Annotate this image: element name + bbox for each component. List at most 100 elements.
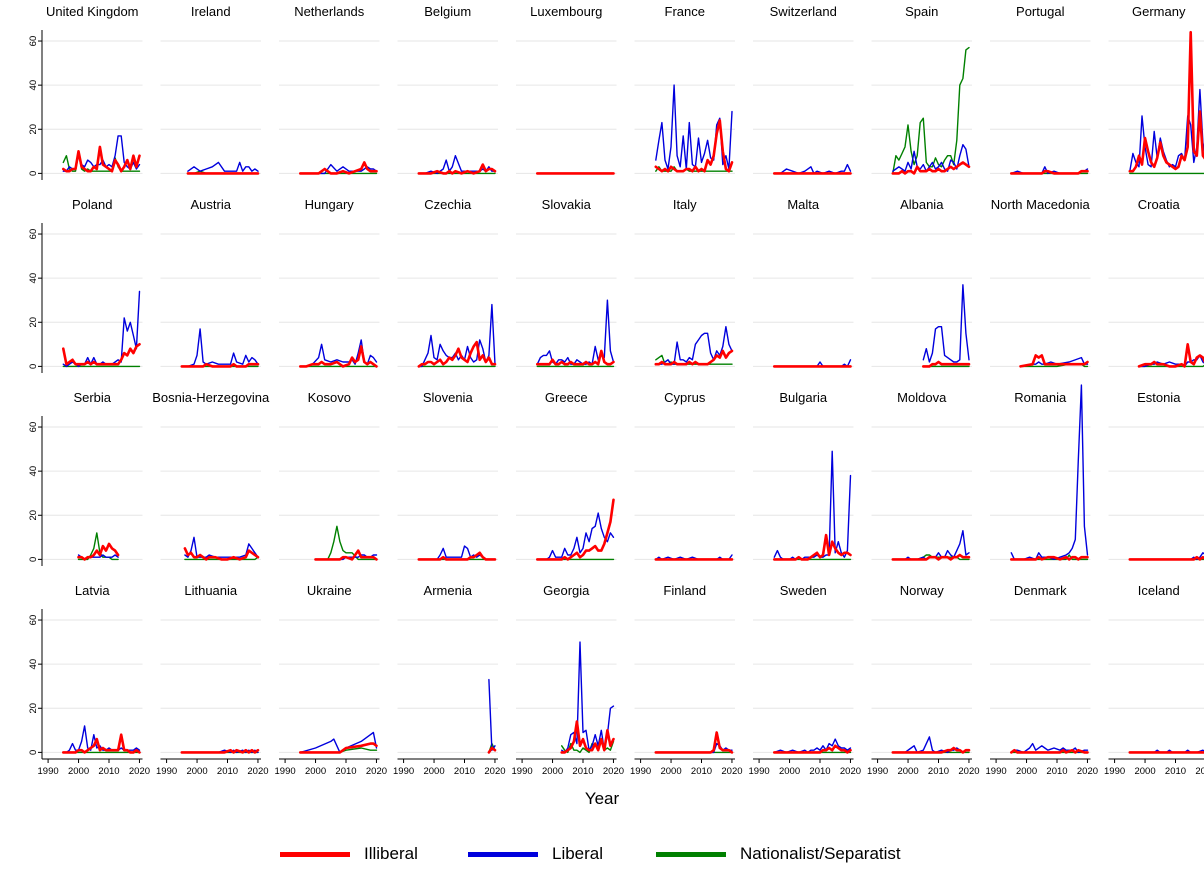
series-line-illiberal xyxy=(1009,555,1089,561)
panel-iceland: Iceland 1990 2000 2010 2020 xyxy=(1104,583,1204,777)
series-line-illiberal xyxy=(298,161,378,175)
x-tick-label: 2000 xyxy=(660,766,681,777)
x-tick-label: 2020 xyxy=(958,766,979,777)
panel-title: Sweden xyxy=(780,583,827,598)
x-tick-label: 2010 xyxy=(1046,766,1067,777)
series-line-illiberal xyxy=(183,547,260,561)
panel-portugal: Portugal xyxy=(990,4,1091,175)
panel-title: Bosnia-Herzegovina xyxy=(152,390,270,405)
panel-title: Cyprus xyxy=(664,390,706,405)
series-line-illiberal xyxy=(921,360,971,368)
y-tick-label: 40 xyxy=(28,80,39,91)
panel-title: Switzerland xyxy=(770,4,837,19)
series-line-illiberal xyxy=(654,731,734,754)
x-tick-label: 2020 xyxy=(484,766,505,777)
panel-bosnia-herzegovina: Bosnia-Herzegovina xyxy=(152,390,270,561)
panel-title: Ireland xyxy=(191,4,231,19)
series-line-illiberal xyxy=(772,744,852,754)
x-tick-label: 1990 xyxy=(156,766,177,777)
series-line-liberal xyxy=(922,284,970,363)
x-tick-label: 2000 xyxy=(1016,766,1037,777)
panel-kosovo: Kosovo xyxy=(279,390,380,561)
legend-label-liberal: Liberal xyxy=(552,844,604,863)
x-tick-label: 2000 xyxy=(897,766,918,777)
panel-austria: Austria xyxy=(160,197,261,368)
series-line-illiberal xyxy=(298,345,378,368)
series-line-nationalist xyxy=(1138,364,1204,368)
panel-title: Georgia xyxy=(543,583,590,598)
series-line-liberal xyxy=(187,161,259,172)
x-tick-label: 2010 xyxy=(217,766,238,777)
panel-title: Denmark xyxy=(1014,583,1067,598)
x-tick-label: 1990 xyxy=(38,766,59,777)
panel-title: Malta xyxy=(787,197,820,212)
panel-france: France xyxy=(634,4,735,174)
panel-title: Italy xyxy=(673,197,697,212)
series-line-illiberal xyxy=(1009,748,1089,754)
legend-label-nationalist: Nationalist/Separatist xyxy=(740,844,901,863)
x-tick-label: 2000 xyxy=(186,766,207,777)
y-tick-label: 20 xyxy=(28,317,39,328)
panel-title: Luxembourg xyxy=(530,4,602,19)
series-line-nationalist xyxy=(184,556,259,561)
panel-title: United Kingdom xyxy=(46,4,139,19)
panel-title: Finland xyxy=(663,583,706,598)
panel-croatia: Croatia xyxy=(1108,197,1204,368)
y-tick-label: 60 xyxy=(28,422,39,433)
panel-belgium: Belgium xyxy=(397,4,498,175)
panel-cyprus: Cyprus xyxy=(634,390,735,561)
panel-title: Kosovo xyxy=(308,390,351,405)
series-line-illiberal xyxy=(560,720,615,754)
series-line-illiberal xyxy=(417,163,497,175)
panel-slovakia: Slovakia xyxy=(516,197,617,368)
panel-title: Czechia xyxy=(424,197,472,212)
series-line-nationalist xyxy=(77,532,119,561)
panel-title: Iceland xyxy=(1138,583,1180,598)
panel-moldova: Moldova xyxy=(871,390,972,561)
legend-swatch-illiberal xyxy=(280,851,350,857)
series-line-illiberal xyxy=(61,145,141,173)
panel-united-kingdom: United Kingdom 0 20 40 60 xyxy=(28,4,143,180)
series-line-illiberal xyxy=(77,542,120,561)
panel-title: Slovakia xyxy=(542,197,592,212)
x-tick-label: 2010 xyxy=(691,766,712,777)
series-line-nationalist xyxy=(314,525,378,561)
panel-title: Serbia xyxy=(73,390,111,405)
x-tick-label: 1990 xyxy=(512,766,533,777)
legend: Illiberal Liberal Nationalist/Separatist xyxy=(0,838,1204,870)
y-tick-label: 40 xyxy=(28,466,39,477)
panel-title: Moldova xyxy=(897,390,947,405)
x-tick-label: 2000 xyxy=(305,766,326,777)
x-tick-label: 2010 xyxy=(572,766,593,777)
panel-title: Lithuania xyxy=(184,583,238,598)
panel-lithuania: Lithuania 1990 2000 2010 2020 xyxy=(156,583,269,777)
series-line-liberal xyxy=(773,163,852,175)
panel-switzerland: Switzerland xyxy=(753,4,854,175)
x-tick-label: 1990 xyxy=(1104,766,1125,777)
panel-finland: Finland 1990 2000 2010 2020 xyxy=(630,583,743,777)
legend-item-nationalist: Nationalist/Separatist xyxy=(656,838,901,870)
x-tick-label: 2020 xyxy=(129,766,150,777)
panel-title: Belgium xyxy=(424,4,471,19)
y-tick-label: 20 xyxy=(28,510,39,521)
series-line-illiberal xyxy=(61,342,141,366)
panel-armenia: Armenia 1990 2000 2010 2020 xyxy=(393,583,506,777)
panel-slovenia: Slovenia xyxy=(397,390,498,561)
x-tick-label: 2020 xyxy=(840,766,861,777)
x-tick-label: 2020 xyxy=(366,766,387,777)
legend-item-liberal: Liberal xyxy=(468,838,603,870)
series-line-illiberal xyxy=(180,362,260,368)
x-axis-title: Year xyxy=(584,789,620,808)
panel-ukraine: Ukraine 1990 2000 2010 2020 xyxy=(275,583,388,777)
panel-malta: Malta xyxy=(753,197,854,368)
x-tick-label: 1990 xyxy=(393,766,414,777)
series-line-illiberal xyxy=(61,733,141,754)
panel-greece: Greece xyxy=(516,390,617,561)
panel-estonia: Estonia xyxy=(1108,390,1204,561)
panel-title: North Macedonia xyxy=(991,197,1091,212)
series-line-liberal xyxy=(773,738,852,754)
y-tick-label: 0 xyxy=(28,750,39,755)
series-line-illiberal xyxy=(535,498,615,561)
y-tick-label: 20 xyxy=(28,703,39,714)
panel-title: Norway xyxy=(900,583,945,598)
